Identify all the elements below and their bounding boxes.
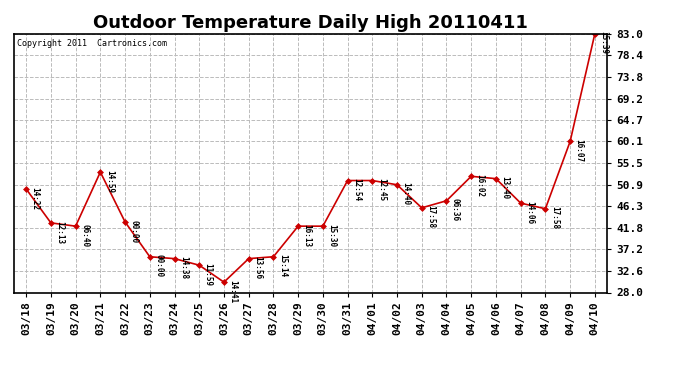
Text: 14:59: 14:59: [105, 170, 114, 193]
Text: 13:40: 13:40: [500, 176, 509, 200]
Text: 11:59: 11:59: [204, 263, 213, 286]
Text: 06:36: 06:36: [451, 198, 460, 222]
Text: 16:07: 16:07: [575, 139, 584, 162]
Text: 00:00: 00:00: [155, 254, 164, 278]
Text: 16:13: 16:13: [303, 224, 312, 247]
Text: 15:30: 15:30: [327, 224, 336, 247]
Text: 14:40: 14:40: [402, 182, 411, 206]
Text: 14:06: 14:06: [525, 201, 534, 224]
Text: 14:38: 14:38: [179, 256, 188, 279]
Text: 14:22: 14:22: [30, 187, 39, 210]
Title: Outdoor Temperature Daily High 20110411: Outdoor Temperature Daily High 20110411: [93, 14, 528, 32]
Text: 17:58: 17:58: [550, 206, 559, 230]
Text: 12:45: 12:45: [377, 178, 386, 201]
Text: Copyright 2011  Cartronics.com: Copyright 2011 Cartronics.com: [17, 39, 167, 48]
Text: 12:54: 12:54: [352, 178, 361, 201]
Text: 14:41: 14:41: [228, 280, 237, 303]
Text: 00:00: 00:00: [130, 220, 139, 243]
Text: 17:58: 17:58: [426, 206, 435, 229]
Text: 15:14: 15:14: [278, 254, 287, 278]
Text: 06:40: 06:40: [80, 224, 89, 247]
Text: 15:39: 15:39: [600, 32, 609, 54]
Text: 12:13: 12:13: [55, 220, 64, 244]
Text: 16:02: 16:02: [475, 174, 484, 197]
Text: 13:56: 13:56: [253, 256, 262, 279]
